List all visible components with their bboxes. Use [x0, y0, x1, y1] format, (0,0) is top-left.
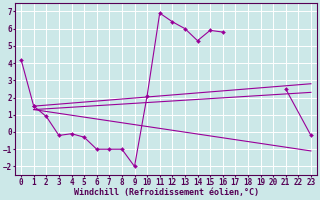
X-axis label: Windchill (Refroidissement éolien,°C): Windchill (Refroidissement éolien,°C)	[74, 188, 259, 197]
